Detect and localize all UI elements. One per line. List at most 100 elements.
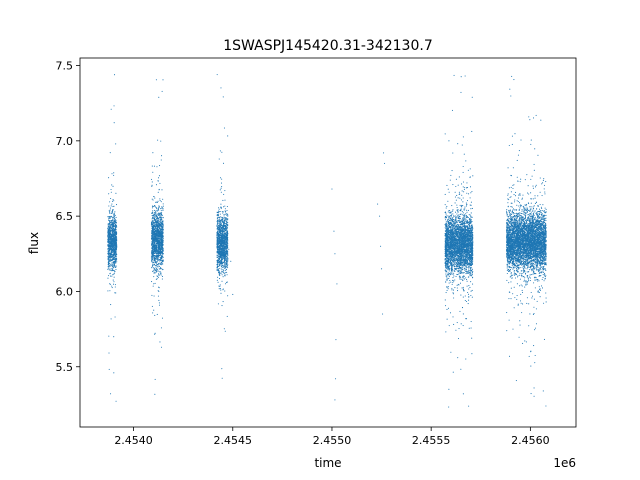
data-point	[151, 265, 153, 267]
data-point	[219, 261, 221, 264]
data-point	[115, 261, 117, 263]
data-point	[110, 216, 112, 218]
data-point	[220, 289, 222, 291]
data-point	[115, 216, 117, 219]
data-point	[223, 247, 225, 249]
data-point	[157, 252, 159, 254]
data-point	[152, 236, 154, 238]
data-point	[224, 290, 226, 292]
data-point	[216, 214, 218, 216]
data-point	[110, 224, 112, 226]
data-point	[108, 240, 110, 242]
data-point	[221, 264, 223, 266]
data-point	[459, 193, 461, 195]
data-point	[152, 231, 154, 233]
data-point	[218, 230, 221, 232]
data-point	[224, 330, 226, 332]
data-point	[216, 244, 218, 246]
data-point	[158, 290, 160, 293]
data-point	[112, 227, 114, 229]
data-point	[156, 246, 158, 249]
data-point	[151, 244, 153, 246]
data-point	[109, 247, 111, 249]
data-point	[159, 246, 161, 248]
data-point	[109, 258, 111, 260]
data-point	[157, 259, 159, 261]
data-point	[114, 254, 116, 256]
data-point	[218, 270, 220, 272]
data-point	[115, 400, 117, 402]
data-point	[152, 206, 154, 208]
data-point	[157, 276, 160, 278]
data-point	[161, 248, 163, 250]
data-point	[220, 223, 222, 226]
data-point	[153, 263, 155, 265]
data-point	[108, 224, 110, 226]
data-point	[157, 191, 159, 193]
data-point	[219, 221, 221, 223]
data-point	[112, 213, 115, 215]
data-point	[462, 324, 464, 327]
data-point	[110, 233, 112, 235]
data-point	[225, 227, 227, 229]
data-point	[115, 246, 117, 248]
data-point	[223, 259, 226, 261]
data-point	[112, 270, 114, 272]
data-point	[465, 205, 467, 207]
data-point	[153, 260, 156, 262]
data-point	[108, 335, 110, 337]
data-point	[110, 220, 112, 222]
data-point	[222, 217, 224, 219]
data-point	[157, 223, 159, 225]
data-point	[160, 257, 162, 259]
data-point	[153, 242, 155, 244]
data-point	[109, 217, 111, 219]
data-point	[151, 214, 153, 217]
data-point	[108, 217, 110, 219]
data-point	[161, 155, 163, 157]
data-point	[152, 229, 154, 231]
data-point	[223, 244, 225, 246]
data-point	[114, 265, 116, 267]
data-point	[112, 250, 115, 252]
data-point	[449, 312, 452, 314]
data-point	[115, 192, 117, 194]
data-point	[216, 265, 218, 267]
data-point	[159, 263, 161, 265]
data-point	[220, 235, 222, 237]
data-point	[158, 302, 160, 304]
data-point	[113, 239, 115, 241]
data-point	[154, 221, 156, 223]
data-point	[108, 253, 110, 255]
data-point	[158, 230, 160, 232]
data-point	[113, 273, 115, 275]
data-point	[225, 224, 227, 226]
data-point	[161, 222, 164, 224]
data-point	[218, 158, 220, 160]
data-point	[219, 219, 221, 222]
data-point	[458, 328, 460, 330]
data-point	[107, 233, 110, 235]
data-point	[113, 224, 115, 226]
data-point	[110, 304, 112, 306]
data-point	[114, 224, 116, 226]
data-point	[108, 368, 110, 370]
data-point	[216, 211, 218, 213]
data-point	[220, 203, 222, 205]
data-point	[217, 276, 219, 278]
data-point	[159, 200, 161, 202]
data-point	[151, 237, 153, 239]
data-point	[455, 263, 457, 265]
data-point	[218, 237, 220, 239]
data-point	[220, 251, 223, 253]
data-point	[216, 279, 218, 281]
data-point	[112, 274, 114, 276]
data-point	[111, 236, 113, 238]
data-point	[223, 256, 225, 258]
data-point	[115, 242, 117, 244]
data-point	[155, 211, 157, 213]
data-point	[113, 272, 116, 274]
data-point	[220, 292, 222, 294]
data-point	[155, 254, 157, 256]
data-point	[160, 244, 162, 246]
